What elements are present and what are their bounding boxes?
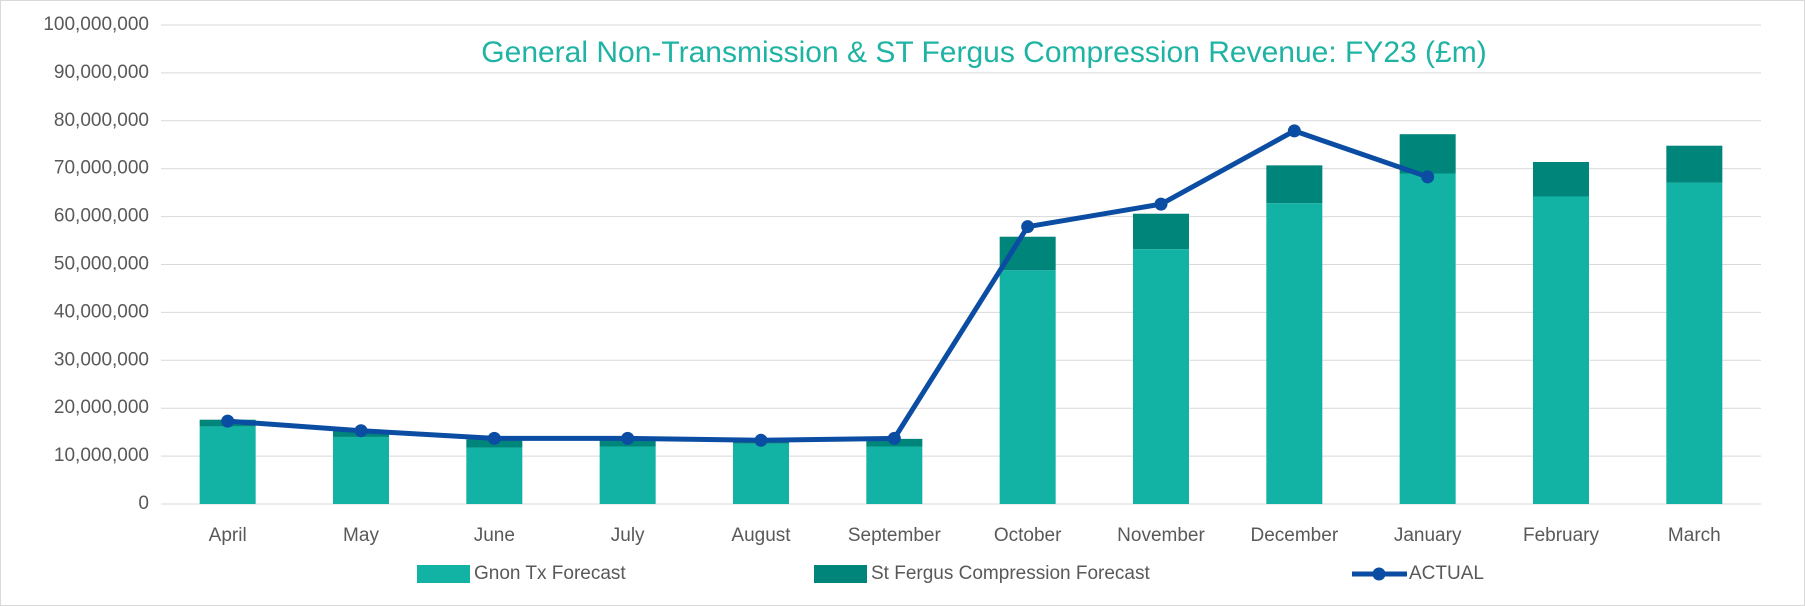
x-tick-label: September [848,525,942,546]
bar [599,446,656,504]
legend-marker [1372,567,1386,581]
bar [1266,203,1323,505]
y-tick-label: 0 [138,493,149,514]
line-marker [221,414,235,428]
y-tick-label: 100,000,000 [43,14,149,35]
bar [1666,182,1723,504]
bar [1399,134,1456,174]
line-marker [487,431,501,445]
x-tick-label: November [1117,525,1205,546]
x-tick-label: May [343,525,379,546]
line-marker [754,433,768,447]
bar [1133,249,1189,504]
x-tick-label: April [209,525,247,546]
x-tick-label: July [611,525,645,546]
line-marker [1154,197,1168,211]
y-tick-label: 60,000,000 [54,206,149,227]
y-tick-label: 90,000,000 [54,62,149,83]
y-tick-label: 80,000,000 [54,110,149,131]
bar [866,446,923,504]
line [227,128,1429,443]
bar [1533,161,1589,197]
bar [466,447,523,504]
x-tick-label: January [1394,525,1462,546]
y-tick-label: 40,000,000 [54,301,149,322]
line-marker [1421,170,1435,184]
line-marker [621,431,635,445]
y-tick-label: 70,000,000 [54,158,149,179]
line-marker [887,431,901,445]
line-marker [1287,124,1301,138]
x-tick-label: June [474,525,515,546]
bar [1266,165,1323,204]
bar [1666,145,1723,183]
bar [1133,213,1189,250]
legend-label: Gnon Tx Forecast [474,563,626,584]
bar [733,443,789,504]
bar [199,426,256,504]
bar [1399,173,1456,505]
legend-swatch [814,565,867,583]
legend-label: St Fergus Compression Forecast [871,563,1150,584]
legend-swatch [417,565,470,583]
y-tick-label: 20,000,000 [54,397,149,418]
x-tick-label: October [994,525,1062,546]
x-tick-label: December [1251,525,1339,546]
y-tick-label: 50,000,000 [54,254,149,275]
bar [333,436,389,504]
line-marker [1021,220,1035,234]
x-tick-label: February [1523,525,1600,546]
x-tick-label: August [731,525,791,546]
legend-label: ACTUAL [1409,563,1484,584]
chart-title: General Non-Transmission & ST Fergus Com… [481,36,1486,69]
bar [999,270,1056,504]
line-marker [354,424,368,438]
y-tick-label: 30,000,000 [54,349,149,370]
y-tick-label: 10,000,000 [54,445,149,466]
bar [1533,196,1589,504]
x-tick-label: March [1668,525,1721,546]
